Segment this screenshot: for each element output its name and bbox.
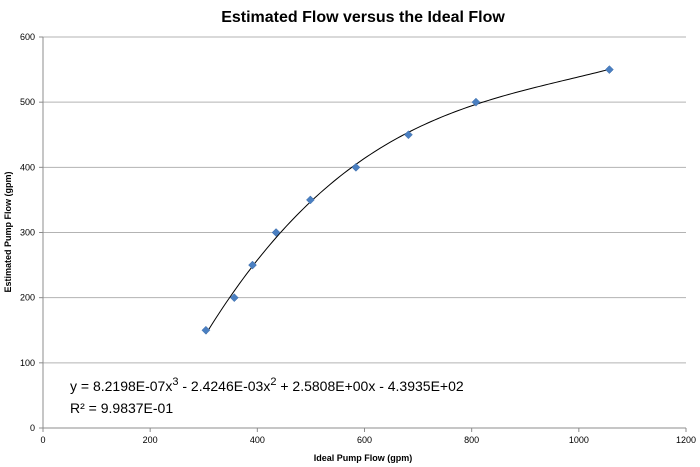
y-tick-label: 200	[20, 293, 35, 303]
y-tick-label: 0	[30, 423, 35, 433]
trendline	[205, 68, 610, 335]
y-tick-label: 500	[20, 97, 35, 107]
data-points	[201, 65, 614, 335]
data-point	[248, 260, 257, 270]
y-tick-label: 300	[20, 228, 35, 238]
x-tick-label: 200	[143, 435, 158, 445]
x-tick-label: 1200	[676, 435, 696, 445]
y-tick-label: 600	[20, 32, 35, 42]
y-tick-label: 400	[20, 162, 35, 172]
gridlines	[43, 36, 686, 364]
x-axis-title: Ideal Pump Flow (gpm)	[314, 453, 413, 463]
data-point	[605, 65, 614, 74]
equation-exponent-2: 2	[270, 376, 276, 388]
chart-title: Estimated Flow versus the Ideal Flow	[221, 9, 505, 26]
y-axis-title: Estimated Pump Flow (gpm)	[3, 171, 13, 292]
equation-exponent-3: 3	[172, 376, 178, 388]
x-tick-label: 1000	[569, 435, 589, 445]
x-tick-label: 800	[464, 435, 479, 445]
x-tick-label: 400	[250, 435, 265, 445]
x-axis-ticks: 0 200 400 600 800 1000 1200	[40, 428, 696, 445]
data-point	[471, 97, 481, 107]
data-point	[306, 195, 315, 205]
data-point	[351, 162, 361, 172]
equation-part-2: - 2.4246E-03x	[178, 378, 270, 394]
y-axis-ticks: 0 100 200 300 400 500 600	[20, 32, 43, 433]
trendline-equation: y = 8.2198E-07x3 - 2.4246E-03x2 + 2.5808…	[70, 376, 464, 394]
r-squared-label: R² = 9.9837E-01	[70, 400, 173, 416]
data-point	[201, 325, 211, 335]
equation-part-1: y = 8.2198E-07x	[70, 378, 172, 394]
y-tick-label: 100	[20, 358, 35, 368]
equation-part-3: + 2.5808E+00x - 4.3935E+02	[276, 378, 463, 394]
data-point	[404, 130, 413, 140]
x-tick-label: 0	[40, 435, 45, 445]
data-point	[271, 228, 281, 237]
data-point	[229, 293, 239, 303]
x-tick-label: 600	[357, 435, 372, 445]
